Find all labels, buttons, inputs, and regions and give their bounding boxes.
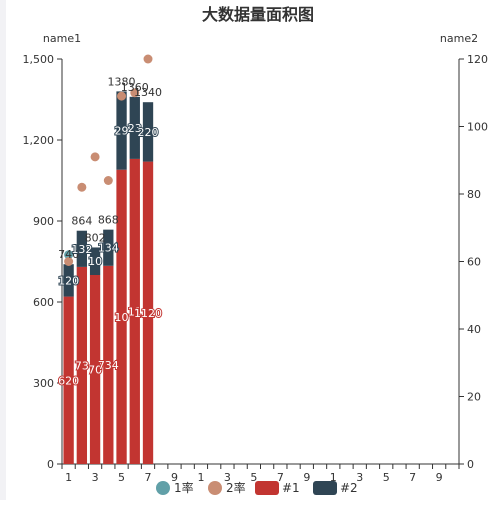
axes-layer: 0 300 600 900 1,200 1,500 0 20 40 60 80 100 120 1 3 5 7 9… <box>23 53 489 484</box>
legend-label: #2 <box>340 481 358 495</box>
chart-title: 大数据量面积图 <box>202 5 314 24</box>
bar-series-2 <box>103 229 114 266</box>
y-left-axis-name: name1 <box>43 32 81 45</box>
bar-label-series-2: 220 <box>138 126 159 139</box>
y-left-tick-label: 600 <box>33 296 54 309</box>
x-tick-label: 9 <box>171 471 178 484</box>
bars-layer <box>63 91 154 464</box>
points-layer <box>64 54 153 266</box>
y-right-tick-label: 40 <box>467 323 481 336</box>
bar-label-series-2: 10 <box>88 255 102 268</box>
scatter-point-series-2 <box>130 88 140 98</box>
y-left-tick-label: 1,200 <box>23 134 55 147</box>
x-tick-label: 5 <box>118 471 125 484</box>
bar-series-1 <box>129 158 140 464</box>
x-tick-label: 7 <box>277 471 284 484</box>
scatter-point-series-2 <box>143 54 153 64</box>
bar-label-series-2: 29 <box>115 125 129 138</box>
bar-series-2 <box>142 102 154 162</box>
y-left-tick-label: 300 <box>33 377 54 390</box>
legend-marker <box>208 481 222 495</box>
scatter-point-series-2 <box>77 182 87 192</box>
y-right-tick-label: 20 <box>467 391 481 404</box>
y-right-tick-label: 80 <box>467 188 481 201</box>
bar-series-1 <box>103 265 114 464</box>
bar-label-series-2: 23 <box>128 122 142 135</box>
bar-series-1 <box>63 296 74 464</box>
y-right-tick-label: 120 <box>467 53 488 66</box>
bar-label-series-2: 120 <box>58 274 79 287</box>
bar-series-1 <box>116 169 127 464</box>
bar-label-series-1: 11 <box>128 305 142 318</box>
bar-label-series-1: 10 <box>115 311 129 324</box>
scatter-point-series-1 <box>64 250 74 260</box>
x-tick-label: 5 <box>383 471 390 484</box>
bar-label-series-1: 70 <box>88 364 102 377</box>
scatter-point-series-2 <box>64 257 74 266</box>
bar-total-label: 864 <box>71 215 92 228</box>
left-edge-strip <box>0 0 6 500</box>
bar-label-series-1: 734 <box>98 359 119 372</box>
x-tick-label: 3 <box>356 471 363 484</box>
bar-series-2 <box>89 247 101 275</box>
x-tick-label: 9 <box>436 471 443 484</box>
bar-label-series-2: 134 <box>98 242 119 255</box>
bar-total-label: 802 <box>85 231 106 244</box>
y-right-tick-label: 100 <box>467 121 488 134</box>
bar-series-2 <box>116 91 127 170</box>
bar-total-label: 868 <box>98 214 119 227</box>
y-left-tick-label: 0 <box>47 458 54 471</box>
bar-series-2 <box>63 264 74 297</box>
x-tick-label: 5 <box>250 471 257 484</box>
bar-total-label: 1360 <box>121 81 149 94</box>
y-right-tick-label: 0 <box>467 458 474 471</box>
bar-total-label: 1340 <box>134 86 162 99</box>
legend-label: 1率 <box>174 480 194 495</box>
bar-series-1 <box>89 275 101 464</box>
bar-total-label: 1380 <box>108 75 136 88</box>
x-tick-label: 3 <box>224 471 231 484</box>
bar-label-series-1: 73 <box>75 359 89 372</box>
bar-series-2 <box>129 96 140 159</box>
y-left-tick-label: 900 <box>33 215 54 228</box>
legend-label: 2率 <box>226 480 246 495</box>
x-tick-label: 7 <box>145 471 152 484</box>
scatter-point-series-2 <box>117 91 127 101</box>
scatter-point-series-2 <box>90 152 100 162</box>
bar-label-series-1: 620 <box>58 374 79 387</box>
bar-series-1 <box>142 161 154 464</box>
bar-series-1 <box>76 266 88 464</box>
x-tick-label: 7 <box>409 471 416 484</box>
x-tick-label: 1 <box>330 471 337 484</box>
x-tick-label: 1 <box>65 471 72 484</box>
bar-series-2 <box>76 230 88 267</box>
bar-total-label: 740 <box>58 248 79 261</box>
legend-marker <box>255 481 279 495</box>
legend-marker <box>156 481 170 495</box>
legend: 1率 2率 #1 #2 <box>156 480 358 495</box>
bar-label-series-2: 132 <box>71 243 92 256</box>
legend-label: #1 <box>282 481 300 495</box>
y-right-axis-name: name2 <box>440 32 478 45</box>
legend-marker <box>313 481 337 495</box>
x-tick-label: 9 <box>303 471 310 484</box>
y-left-tick-label: 1,500 <box>23 53 55 66</box>
y-right-tick-label: 60 <box>467 256 481 269</box>
bar-label-series-1: 1120 <box>134 307 162 320</box>
scatter-point-series-2 <box>103 176 113 185</box>
x-tick-label: 1 <box>197 471 204 484</box>
labels-layer: 620 120 740 73 132 864 70 10 802 734 134 868 10 29 138… <box>57 75 163 388</box>
x-tick-label: 3 <box>92 471 99 484</box>
